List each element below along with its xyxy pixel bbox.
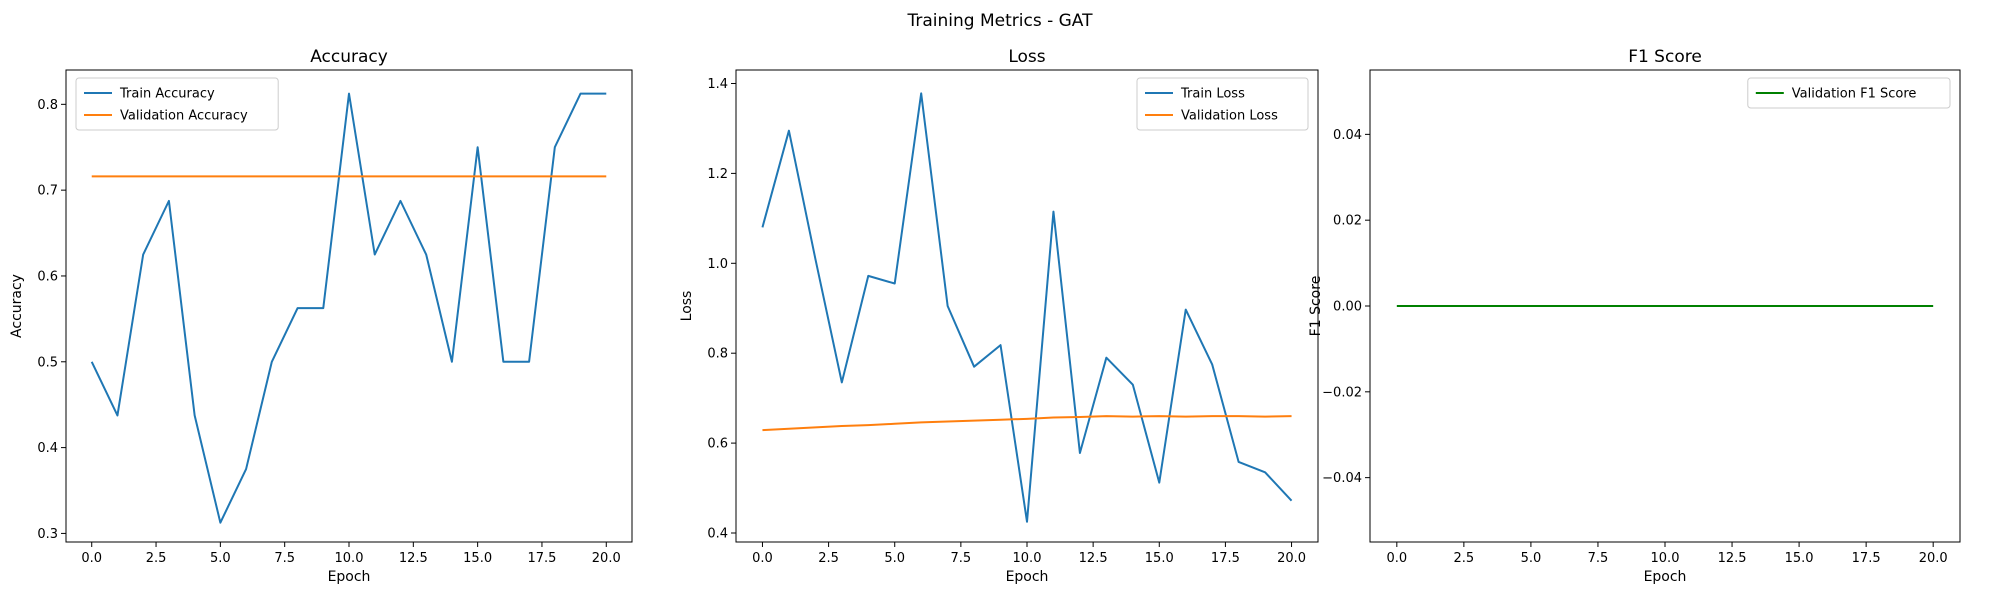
x-tick-label: 2.5	[146, 551, 167, 566]
chart-panel-1: Accuracy 0.0 2.5 5.0 7.5 10.0 12.5 15.0 17.5 20.0…	[9, 47, 633, 585]
x-tick-label: 12.5	[399, 551, 428, 566]
x-tick-label: 2.5	[1454, 551, 1475, 566]
y-tick-label: −0.02	[1322, 385, 1362, 400]
legend-box	[1747, 77, 1951, 109]
series-line-1	[90, 92, 607, 524]
y-tick-label: 0.6	[707, 437, 728, 452]
legend-label: Validation F1 Score	[1792, 87, 1917, 102]
x-tick-label: 2.5	[818, 551, 839, 566]
legend: Train Loss Validation Loss	[1136, 77, 1309, 131]
y-tick-label: 1.4	[707, 77, 728, 92]
panel-title: Accuracy	[310, 47, 388, 67]
x-tick-label: 5.0	[1521, 551, 1542, 566]
chart-panels: Accuracy 0.0 2.5 5.0 7.5 10.0 12.5 15.0 17.5 20.0…	[9, 47, 1961, 585]
x-tick-label: 20.0	[1919, 551, 1948, 566]
y-tick-label: 0.3	[37, 527, 58, 542]
legend-label: Train Accuracy	[119, 87, 215, 102]
x-tick-label: 17.5	[1211, 551, 1240, 566]
x-tick-label: 15.0	[1785, 551, 1814, 566]
y-tick-label: 0.5	[37, 355, 58, 370]
x-tick-label: 0.0	[1386, 551, 1407, 566]
y-tick-label: 0.8	[707, 347, 728, 362]
legend: Train Accuracy Validation Accuracy	[75, 77, 279, 131]
y-axis-label: Loss	[679, 291, 695, 322]
y-tick-label: 1.2	[707, 167, 728, 182]
y-tick-label: 0.4	[37, 441, 58, 456]
x-tick-label: 10.0	[1651, 551, 1680, 566]
x-tick-label: 17.5	[527, 551, 556, 566]
y-tick-label: 0.7	[37, 184, 58, 199]
legend-box	[1136, 77, 1309, 131]
x-tick-label: 17.5	[1852, 551, 1881, 566]
x-tick-label: 7.5	[274, 551, 295, 566]
x-tick-label: 20.0	[592, 551, 621, 566]
x-tick-label: 15.0	[1145, 551, 1174, 566]
x-axis-label: Epoch	[1006, 569, 1049, 585]
legend-label: Train Loss	[1180, 87, 1245, 102]
y-tick-label: 0.6	[37, 269, 58, 284]
x-tick-label: 15.0	[463, 551, 492, 566]
panel-title: F1 Score	[1628, 47, 1702, 67]
x-axis-label: Epoch	[1644, 569, 1687, 585]
y-tick-label: −0.04	[1322, 471, 1362, 486]
y-axis-label: F1 Score	[1308, 276, 1324, 337]
x-tick-label: 0.0	[752, 551, 773, 566]
y-axis-label: Accuracy	[9, 274, 25, 338]
figure-title: Training Metrics - GAT	[907, 11, 1094, 31]
y-tick-label: 0.00	[1333, 300, 1362, 315]
legend-box	[75, 77, 279, 131]
legend: Validation F1 Score	[1747, 77, 1951, 109]
series-line-2	[762, 415, 1292, 432]
x-tick-label: 10.0	[335, 551, 364, 566]
legend-label: Validation Loss	[1181, 109, 1278, 124]
x-tick-label: 7.5	[1588, 551, 1609, 566]
x-tick-label: 5.0	[884, 551, 905, 566]
y-tick-label: 0.4	[707, 527, 728, 542]
legend-label: Validation Accuracy	[120, 109, 248, 124]
panel-title: Loss	[1008, 47, 1045, 67]
x-tick-label: 7.5	[951, 551, 972, 566]
y-tick-label: 0.02	[1333, 214, 1362, 229]
y-tick-label: 1.0	[707, 257, 728, 272]
x-axis-label: Epoch	[328, 569, 371, 585]
chart-panel-2: Loss 0.0 2.5 5.0 7.5 10.0 12.5 15.0 17.5 20.0 0.4 0…	[679, 47, 1319, 585]
x-tick-label: 12.5	[1718, 551, 1747, 566]
x-tick-label: 20.0	[1277, 551, 1306, 566]
y-tick-label: 0.8	[37, 98, 58, 113]
x-tick-label: 12.5	[1079, 551, 1108, 566]
x-tick-label: 5.0	[210, 551, 231, 566]
series-line-1	[761, 92, 1293, 523]
y-tick-label: 0.04	[1333, 128, 1362, 143]
x-tick-label: 0.0	[81, 551, 102, 566]
chart-panel-3: F1 Score 0.0 2.5 5.0 7.5 10.0 12.5 15.0 17.5 20.0…	[1308, 47, 1961, 585]
x-tick-label: 10.0	[1013, 551, 1042, 566]
